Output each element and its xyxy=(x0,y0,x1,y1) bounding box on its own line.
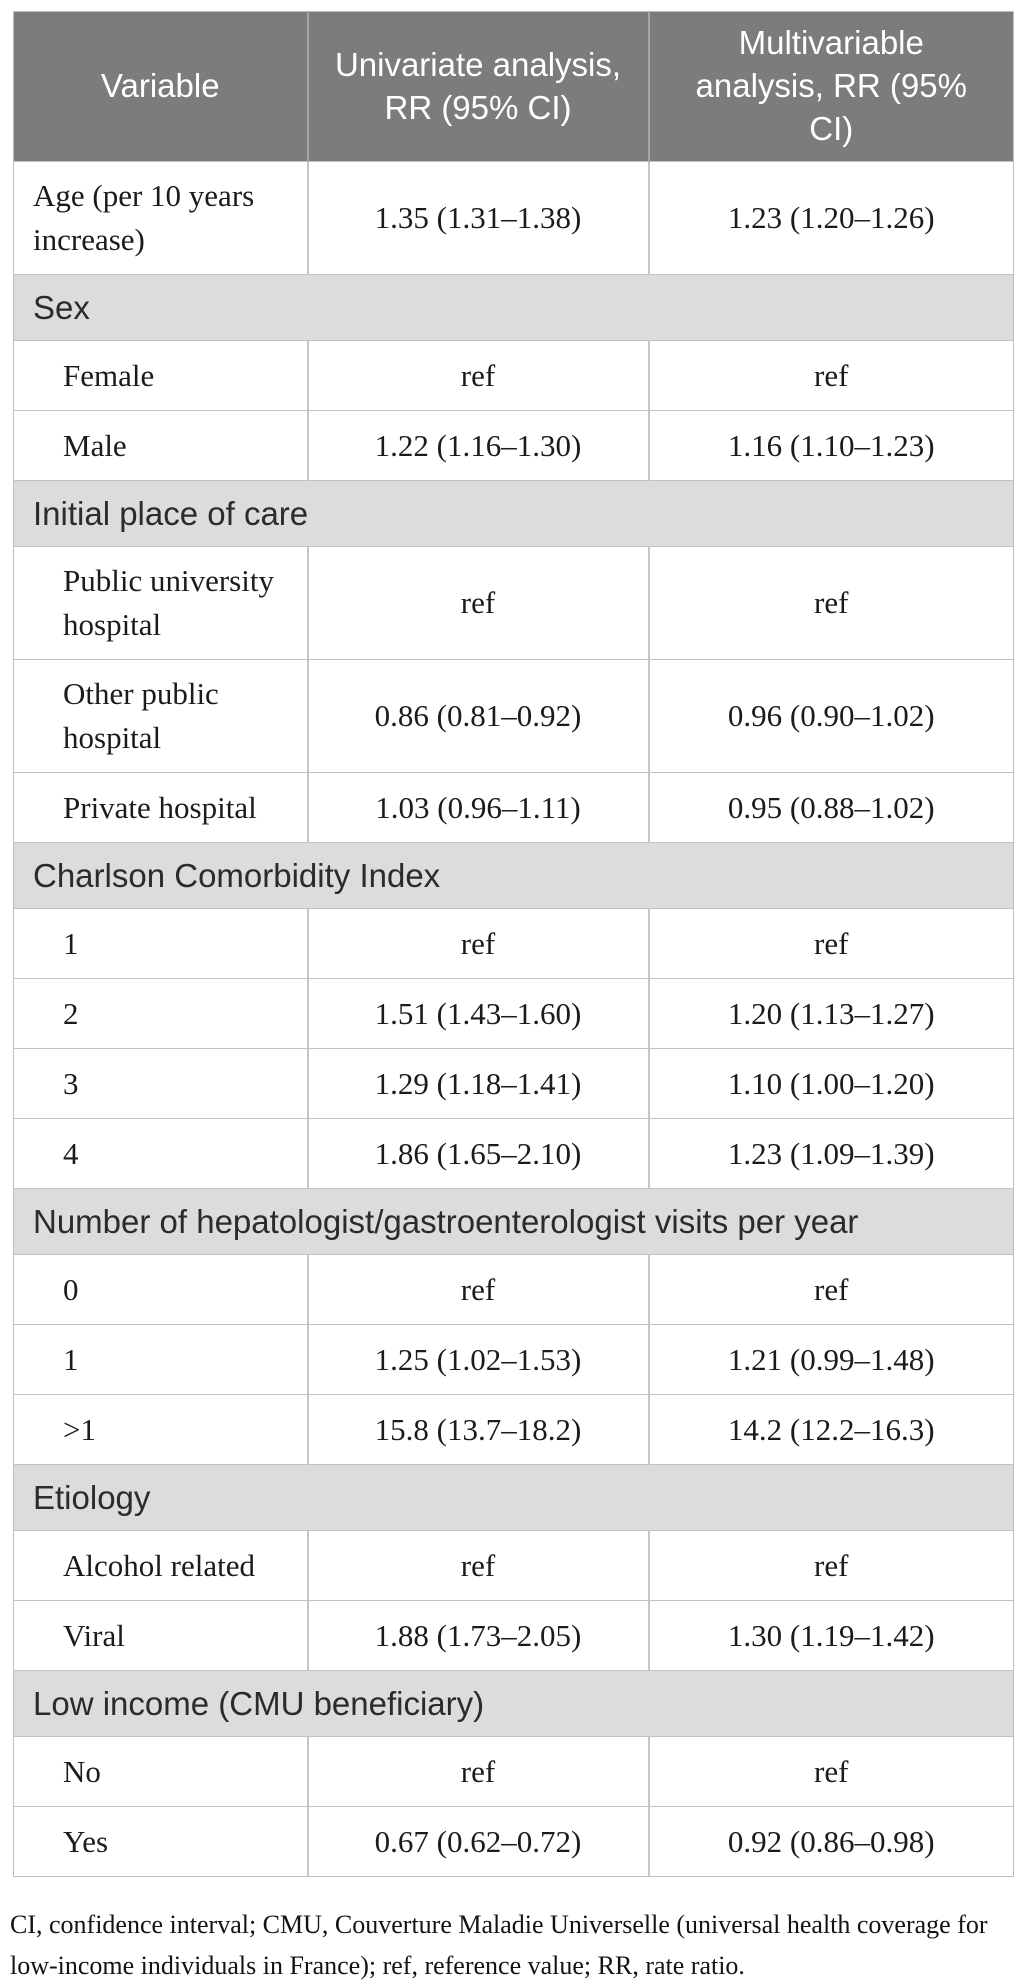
section-row: Number of hepatologist/gastroenterologis… xyxy=(13,1188,1014,1255)
multivariable-value: ref xyxy=(647,1736,1014,1807)
multivariable-value: 0.96 (0.90–1.02) xyxy=(647,659,1014,773)
variable-label: Male xyxy=(13,410,308,481)
column-header: Univariate analysis, RR (95% CI) xyxy=(306,11,649,162)
multivariable-value: ref xyxy=(647,1254,1014,1325)
univariate-value: 0.86 (0.81–0.92) xyxy=(306,659,649,773)
multivariable-value: 1.20 (1.13–1.27) xyxy=(647,978,1014,1049)
multivariable-value: 0.95 (0.88–1.02) xyxy=(647,772,1014,843)
table-row: Male 1.22 (1.16–1.30) 1.16 (1.10–1.23) xyxy=(13,410,1014,481)
table-row: Female ref ref xyxy=(13,340,1014,411)
multivariable-value: 0.92 (0.86–0.98) xyxy=(647,1806,1014,1877)
table-row: No ref ref xyxy=(13,1736,1014,1807)
variable-label: Private hospital xyxy=(13,772,308,843)
section-row: Charlson Comorbidity Index xyxy=(13,842,1014,909)
variable-label: Female xyxy=(13,340,308,411)
section-row: Sex xyxy=(13,274,1014,341)
multivariable-value: 14.2 (12.2–16.3) xyxy=(647,1394,1014,1465)
table-row: Other public hospital 0.86 (0.81–0.92) 0.9… xyxy=(13,659,1014,773)
univariate-value: 1.03 (0.96–1.11) xyxy=(306,772,649,843)
multivariable-value: 1.21 (0.99–1.48) xyxy=(647,1324,1014,1395)
table-body: Age (per 10 years increase) 1.35 (1.31–1.… xyxy=(13,160,1014,1877)
multivariable-value: ref xyxy=(647,1530,1014,1601)
results-table: Variable Univariate analysis, RR (95% CI)… xyxy=(13,11,1014,1878)
header-row: Variable Univariate analysis, RR (95% CI)… xyxy=(13,11,1014,162)
variable-label: 1 xyxy=(13,908,308,979)
univariate-value: ref xyxy=(306,1736,649,1807)
multivariable-value: 1.16 (1.10–1.23) xyxy=(647,410,1014,481)
section-label: Charlson Comorbidity Index xyxy=(13,842,1014,909)
table-row: Alcohol related ref ref xyxy=(13,1530,1014,1601)
section-label: Low income (CMU beneficiary) xyxy=(13,1670,1014,1737)
variable-label: 3 xyxy=(13,1048,308,1119)
univariate-value: 15.8 (13.7–18.2) xyxy=(306,1394,649,1465)
variable-label: 1 xyxy=(13,1324,308,1395)
table-row: Age (per 10 years increase) 1.35 (1.31–1.… xyxy=(13,160,1014,275)
variable-label: Other public hospital xyxy=(13,659,308,773)
variable-label: 2 xyxy=(13,978,308,1049)
multivariable-value: ref xyxy=(647,908,1014,979)
table-footnote: CI, confidence interval; CMU, Couverture… xyxy=(10,1910,988,1981)
column-header: Multivariable analysis, RR (95% CI) xyxy=(647,11,1014,162)
table-row: 0 ref ref xyxy=(13,1254,1014,1325)
multivariable-value: 1.30 (1.19–1.42) xyxy=(647,1600,1014,1671)
column-header: Variable xyxy=(13,11,308,162)
table-row: 4 1.86 (1.65–2.10) 1.23 (1.09–1.39) xyxy=(13,1118,1014,1189)
univariate-value: ref xyxy=(306,546,649,660)
multivariable-value: ref xyxy=(647,340,1014,411)
multivariable-value: 1.23 (1.20–1.26) xyxy=(647,160,1014,275)
univariate-value: ref xyxy=(306,1254,649,1325)
univariate-value: ref xyxy=(306,908,649,979)
section-row: Low income (CMU beneficiary) xyxy=(13,1670,1014,1737)
table-row: Viral 1.88 (1.73–2.05) 1.30 (1.19–1.42) xyxy=(13,1600,1014,1671)
table-row: 1 1.25 (1.02–1.53) 1.21 (0.99–1.48) xyxy=(13,1324,1014,1395)
variable-label: No xyxy=(13,1736,308,1807)
section-label: Sex xyxy=(13,274,1014,341)
table-row: >1 15.8 (13.7–18.2) 14.2 (12.2–16.3) xyxy=(13,1394,1014,1465)
univariate-value: ref xyxy=(306,1530,649,1601)
univariate-value: 1.86 (1.65–2.10) xyxy=(306,1118,649,1189)
variable-label: >1 xyxy=(13,1394,308,1465)
table-row: 1 ref ref xyxy=(13,908,1014,979)
multivariable-value: 1.23 (1.09–1.39) xyxy=(647,1118,1014,1189)
univariate-value: ref xyxy=(306,340,649,411)
univariate-value: 1.25 (1.02–1.53) xyxy=(306,1324,649,1395)
variable-label: Age (per 10 years increase) xyxy=(13,160,308,275)
variable-label: Viral xyxy=(13,1600,308,1671)
univariate-value: 1.88 (1.73–2.05) xyxy=(306,1600,649,1671)
univariate-value: 1.35 (1.31–1.38) xyxy=(306,160,649,275)
variable-label: Alcohol related xyxy=(13,1530,308,1601)
section-row: Etiology xyxy=(13,1464,1014,1531)
variable-label: Public university hospital xyxy=(13,546,308,660)
results-table-container: Variable Univariate analysis, RR (95% CI)… xyxy=(13,11,1014,1878)
table-row: 3 1.29 (1.18–1.41) 1.10 (1.00–1.20) xyxy=(13,1048,1014,1119)
variable-label: Yes xyxy=(13,1806,308,1877)
section-label: Etiology xyxy=(13,1464,1014,1531)
section-label: Initial place of care xyxy=(13,480,1014,547)
table-row: Public university hospital ref ref xyxy=(13,546,1014,660)
variable-label: 4 xyxy=(13,1118,308,1189)
univariate-value: 1.22 (1.16–1.30) xyxy=(306,410,649,481)
univariate-value: 1.29 (1.18–1.41) xyxy=(306,1048,649,1119)
section-row: Initial place of care xyxy=(13,480,1014,547)
multivariable-value: ref xyxy=(647,546,1014,660)
univariate-value: 0.67 (0.62–0.72) xyxy=(306,1806,649,1877)
multivariable-value: 1.10 (1.00–1.20) xyxy=(647,1048,1014,1119)
table-row: 2 1.51 (1.43–1.60) 1.20 (1.13–1.27) xyxy=(13,978,1014,1049)
variable-label: 0 xyxy=(13,1254,308,1325)
univariate-value: 1.51 (1.43–1.60) xyxy=(306,978,649,1049)
table-row: Private hospital 1.03 (0.96–1.11) 0.95 (0.… xyxy=(13,772,1014,843)
table-row: Yes 0.67 (0.62–0.72) 0.92 (0.86–0.98) xyxy=(13,1806,1014,1877)
section-label: Number of hepatologist/gastroenterologis… xyxy=(13,1188,1014,1255)
